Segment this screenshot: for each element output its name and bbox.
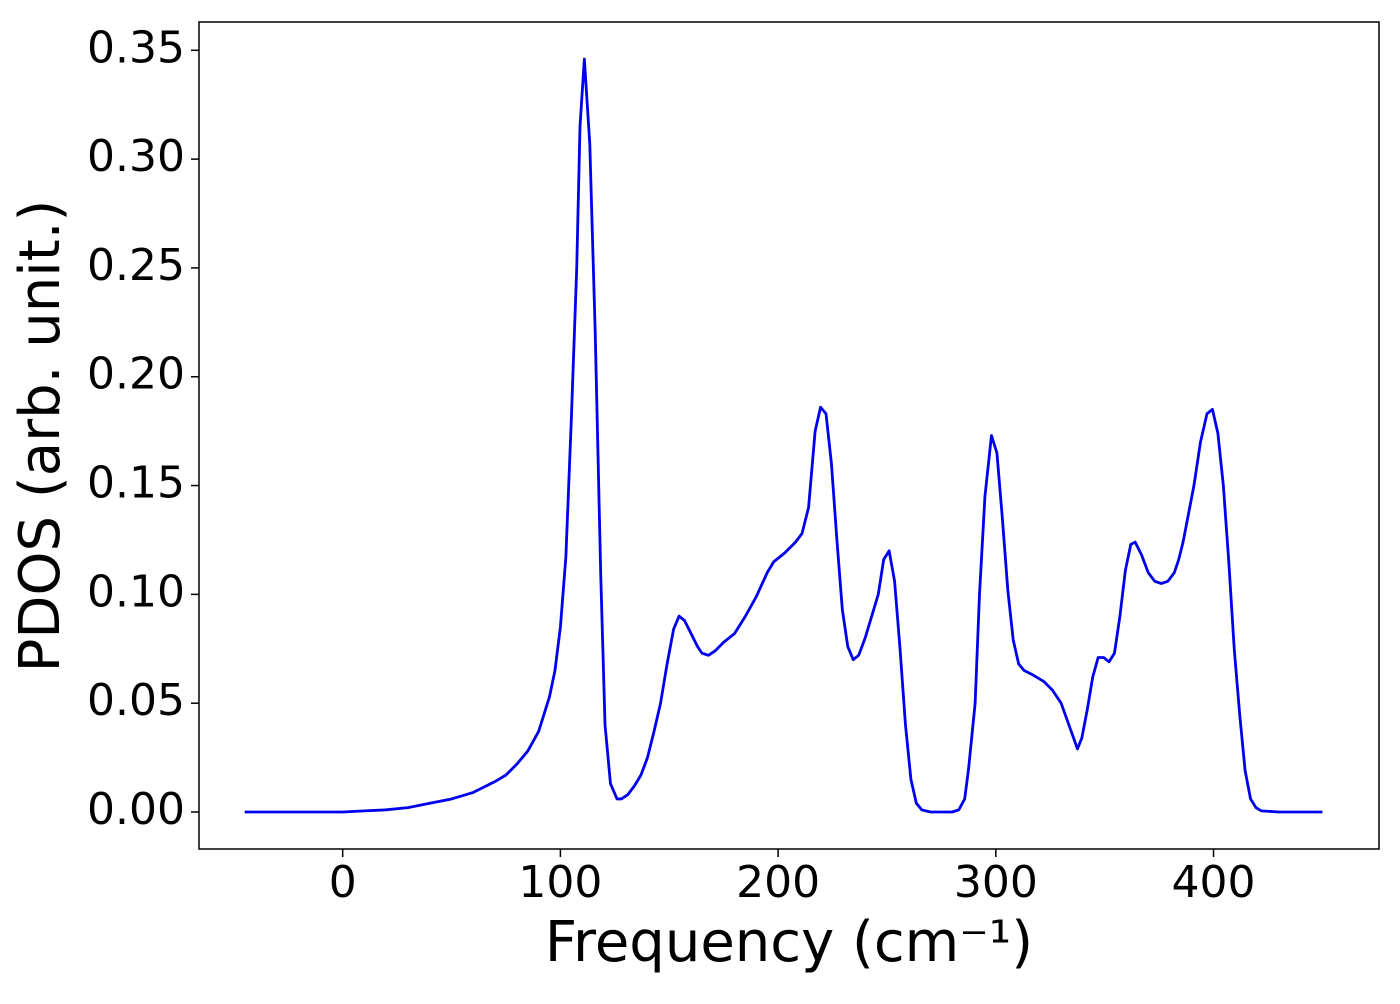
x-axis-label: Frequency (cm⁻¹) <box>545 910 1033 975</box>
x-tick-label: 300 <box>954 857 1038 908</box>
y-tick-label: 0.10 <box>87 566 185 617</box>
x-tick-label: 200 <box>736 857 820 908</box>
x-tick-label: 400 <box>1172 857 1256 908</box>
plot-frame <box>198 21 1380 850</box>
y-tick-label: 0.05 <box>87 675 185 726</box>
y-tick-label: 0.25 <box>87 240 185 291</box>
y-tick-label: 0.35 <box>87 22 185 73</box>
y-tick-label: 0.15 <box>87 458 185 509</box>
y-tick-label: 0.00 <box>87 784 185 835</box>
y-axis-label: PDOS (arb. unit.) <box>8 200 73 673</box>
x-tick-label: 0 <box>329 857 357 908</box>
y-tick-label: 0.30 <box>87 131 185 182</box>
line <box>244 57 1323 814</box>
x-tick-label: 100 <box>518 857 602 908</box>
y-tick-label: 0.20 <box>87 349 185 400</box>
